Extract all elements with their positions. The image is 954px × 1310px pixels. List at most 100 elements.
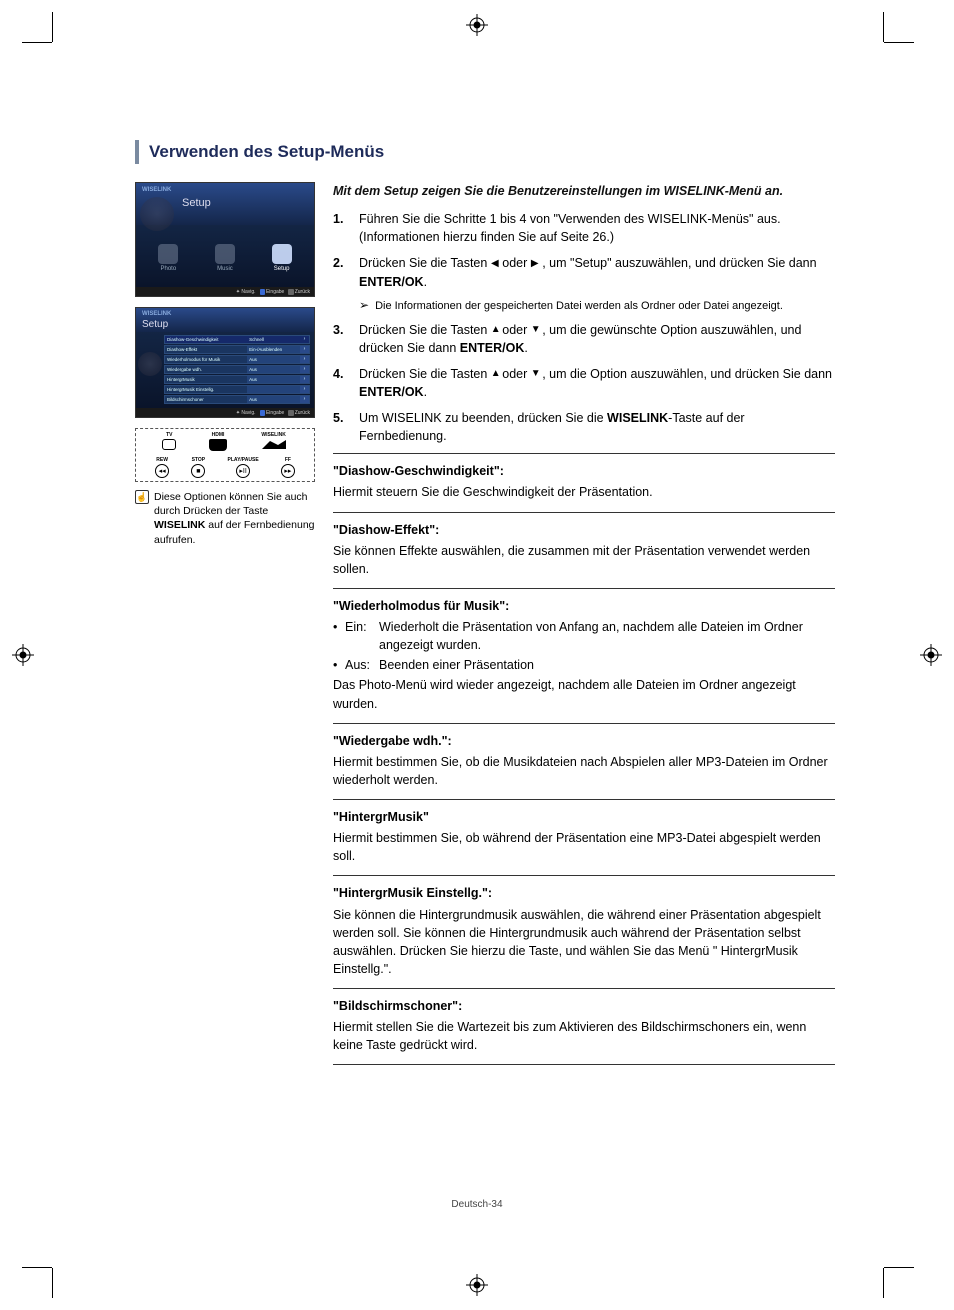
section: "Bildschirmschoner": Hiermit stellen Sie … <box>333 988 835 1065</box>
step-body: Drücken Sie die Tasten ▲ oder ▼ , um die… <box>359 321 835 357</box>
remote-button: FF▸▸ <box>281 457 295 478</box>
ss2-header: Setup <box>142 319 308 330</box>
ss-menu-icon: Setup <box>260 244 304 272</box>
step-body: Drücken Sie die Tasten ◀ oder ▶ , um "Se… <box>359 254 835 290</box>
ss-brand: WISELINK <box>142 311 308 317</box>
section-heading: "Diashow-Effekt": <box>333 521 835 539</box>
ss-footer-item: Zurück <box>288 288 310 295</box>
registration-mark-icon <box>920 644 942 666</box>
bullet-row: •Ein:Wiederholt die Präsentation von Anf… <box>333 618 835 654</box>
step: 2. Drücken Sie die Tasten ◀ oder ▶ , um "… <box>333 254 835 290</box>
section-paragraph: Hiermit bestimmen Sie, ob die Musikdatei… <box>333 753 835 789</box>
section: "Diashow-Effekt": Sie können Effekte ausw… <box>333 512 835 584</box>
registration-mark-icon <box>12 644 34 666</box>
step: 1. Führen Sie die Schritte 1 bis 4 von "V… <box>333 210 835 246</box>
gear-icon <box>140 197 174 231</box>
step-number: 2. <box>333 254 347 290</box>
screenshot-setup-list: WISELINK Setup Diashow-GeschwindigkeitSc… <box>135 307 315 418</box>
step-number: 1. <box>333 210 347 246</box>
crop-mark <box>883 1268 884 1298</box>
crop-mark <box>52 12 53 42</box>
registration-mark-icon <box>466 1274 488 1296</box>
ss-footer-item: Zurück <box>288 409 310 416</box>
section-heading: "Bildschirmschoner": <box>333 997 835 1015</box>
title-bar: Verwenden des Setup-Menüs <box>135 140 835 164</box>
remote-control-diagram: TV HDMI WISELINK REW◂◂ STOP■ PLAY/PAUSE▸II FF… <box>135 428 315 482</box>
title-accent <box>135 140 139 164</box>
crop-mark <box>52 1268 53 1298</box>
remote-label: HDMI <box>209 432 227 451</box>
remote-button: PLAY/PAUSE▸II <box>228 457 259 478</box>
section: "HintergrMusik Einstellg.": Sie können di… <box>333 875 835 984</box>
remote-label: WISELINK <box>260 432 288 451</box>
section-paragraph: Hiermit stellen Sie die Wartezeit bis zu… <box>333 1018 835 1054</box>
arrow-icon: ▼ <box>531 323 539 338</box>
note-text: Diese Optionen können Sie auch durch Drü… <box>154 490 315 547</box>
section-paragraph: Hiermit bestimmen Sie, ob während der Pr… <box>333 829 835 865</box>
ss-setup-row: Diashow-GeschwindigkeitSchnell› <box>164 335 310 344</box>
step: 3. Drücken Sie die Tasten ▲ oder ▼ , um d… <box>333 321 835 357</box>
ss-setup-row: Diashow-EffektEin-/Ausblenden› <box>164 345 310 354</box>
remote-button: STOP■ <box>191 457 205 478</box>
ss-setup-row: Wiederholmodus für MusikAus› <box>164 355 310 364</box>
page-content: Verwenden des Setup-Menüs WISELINK Setup… <box>135 140 835 1065</box>
ss-footer-item: ✦ Navig. <box>236 288 256 295</box>
step-number: 5. <box>333 409 347 445</box>
step-body: Drücken Sie die Tasten ▲ oder ▼ , um die… <box>359 365 835 401</box>
ss-setup-row: HintergrMusikAus› <box>164 375 310 384</box>
ss1-header: Setup <box>182 197 308 209</box>
remote-button: REW◂◂ <box>155 457 169 478</box>
section-paragraph: Sie können die Hintergrundmusik auswähle… <box>333 906 835 979</box>
arrow-icon: ▼ <box>531 367 539 382</box>
step-number: 4. <box>333 365 347 401</box>
arrow-icon: ◀ <box>491 257 499 272</box>
bullet-row: •Aus:Beenden einer Präsentation <box>333 656 835 674</box>
section: "HintergrMusik" Hiermit bestimmen Sie, ob… <box>333 799 835 871</box>
right-column: Mit dem Setup zeigen Sie die Benutzerein… <box>333 182 835 1065</box>
section: "Wiedergabe wdh.": Hiermit bestimmen Sie,… <box>333 723 835 795</box>
crop-mark <box>884 42 914 43</box>
note-row: ☝ Diese Optionen können Sie auch durch D… <box>135 490 315 547</box>
section-heading: "Wiederholmodus für Musik": <box>333 597 835 615</box>
step-body: Führen Sie die Schritte 1 bis 4 von "Ver… <box>359 210 835 246</box>
screenshot-wiselink-main: WISELINK Setup PhotoMusicSetup ✦ Navig. … <box>135 182 315 297</box>
arrow-icon: ▲ <box>491 323 499 338</box>
ss-setup-row: HintergrMusik Einstellg.› <box>164 385 310 394</box>
section-heading: "Wiedergabe wdh.": <box>333 732 835 750</box>
section-paragraph: Hiermit steuern Sie die Geschwindigkeit … <box>333 483 835 501</box>
section-heading: "Diashow-Geschwindigkeit": <box>333 462 835 480</box>
step: 5. Um WISELINK zu beenden, drücken Sie di… <box>333 409 835 445</box>
crop-mark <box>884 1267 914 1268</box>
step-number: 3. <box>333 321 347 357</box>
gear-icon <box>138 352 162 376</box>
section-heading: "HintergrMusik Einstellg.": <box>333 884 835 902</box>
page-footer: Deutsch-34 <box>0 1199 954 1210</box>
step-subnote: ➢Die Informationen der gespeicherten Dat… <box>359 299 835 315</box>
ss-footer-item: ✦ Navig. <box>236 409 256 416</box>
ss-footer-item: Eingabe <box>260 288 285 295</box>
step: 4. Drücken Sie die Tasten ▲ oder ▼ , um d… <box>333 365 835 401</box>
crop-mark <box>22 42 52 43</box>
ss-setup-row: BildschirmschonerAus› <box>164 395 310 404</box>
ss-menu-icon: Photo <box>146 244 190 272</box>
step-body: Um WISELINK zu beenden, drücken Sie die … <box>359 409 835 445</box>
page-title: Verwenden des Setup-Menüs <box>149 140 384 164</box>
section-paragraph: Sie können Effekte auswählen, die zusamm… <box>333 542 835 578</box>
left-column: WISELINK Setup PhotoMusicSetup ✦ Navig. … <box>135 182 315 1065</box>
ss-menu-icon: Music <box>203 244 247 272</box>
crop-mark <box>883 12 884 42</box>
registration-mark-icon <box>466 14 488 36</box>
remote-label: TV <box>162 432 176 451</box>
ss-footer-item: Eingabe <box>260 409 285 416</box>
section-heading: "HintergrMusik" <box>333 808 835 826</box>
arrow-icon: ▶ <box>531 257 539 272</box>
hand-pointer-icon: ☝ <box>135 490 149 504</box>
arrow-icon: ▲ <box>491 367 499 382</box>
section: "Diashow-Geschwindigkeit": Hiermit steuer… <box>333 453 835 507</box>
intro-line: Mit dem Setup zeigen Sie die Benutzerein… <box>333 182 835 200</box>
ss-brand: WISELINK <box>142 187 308 193</box>
section-paragraph: Das Photo-Menü wird wieder angezeigt, na… <box>333 676 835 712</box>
ss-setup-row: Wiedergabe wdh.Aus› <box>164 365 310 374</box>
crop-mark <box>22 1267 52 1268</box>
section: "Wiederholmodus für Musik": •Ein:Wiederho… <box>333 588 835 719</box>
